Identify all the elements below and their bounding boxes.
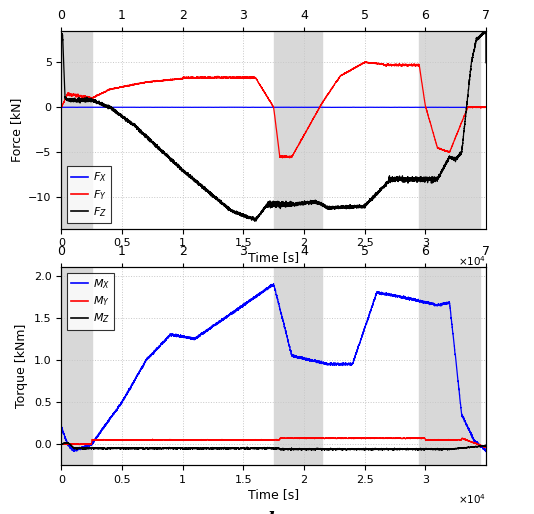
Legend: $M_X$, $M_Y$, $M_Z$: $M_X$, $M_Y$, $M_Z$ <box>67 273 114 330</box>
Text: $\times10^4$: $\times10^4$ <box>458 254 486 268</box>
Bar <box>273 31 322 229</box>
Bar <box>61 267 92 465</box>
Y-axis label: Torque [kNm]: Torque [kNm] <box>15 324 28 409</box>
Bar <box>61 31 92 229</box>
Y-axis label: Force [kN]: Force [kN] <box>10 98 23 162</box>
Legend: $F_X$, $F_Y$, $F_Z$: $F_X$, $F_Y$, $F_Z$ <box>67 166 111 223</box>
Bar <box>273 267 322 465</box>
Text: a: a <box>268 268 279 286</box>
X-axis label: Time [s]: Time [s] <box>248 251 299 264</box>
Text: b: b <box>268 511 280 514</box>
Text: $\times10^4$: $\times10^4$ <box>458 492 486 506</box>
Bar <box>419 31 480 229</box>
X-axis label: Time [s]: Time [s] <box>248 488 299 501</box>
Bar <box>419 267 480 465</box>
